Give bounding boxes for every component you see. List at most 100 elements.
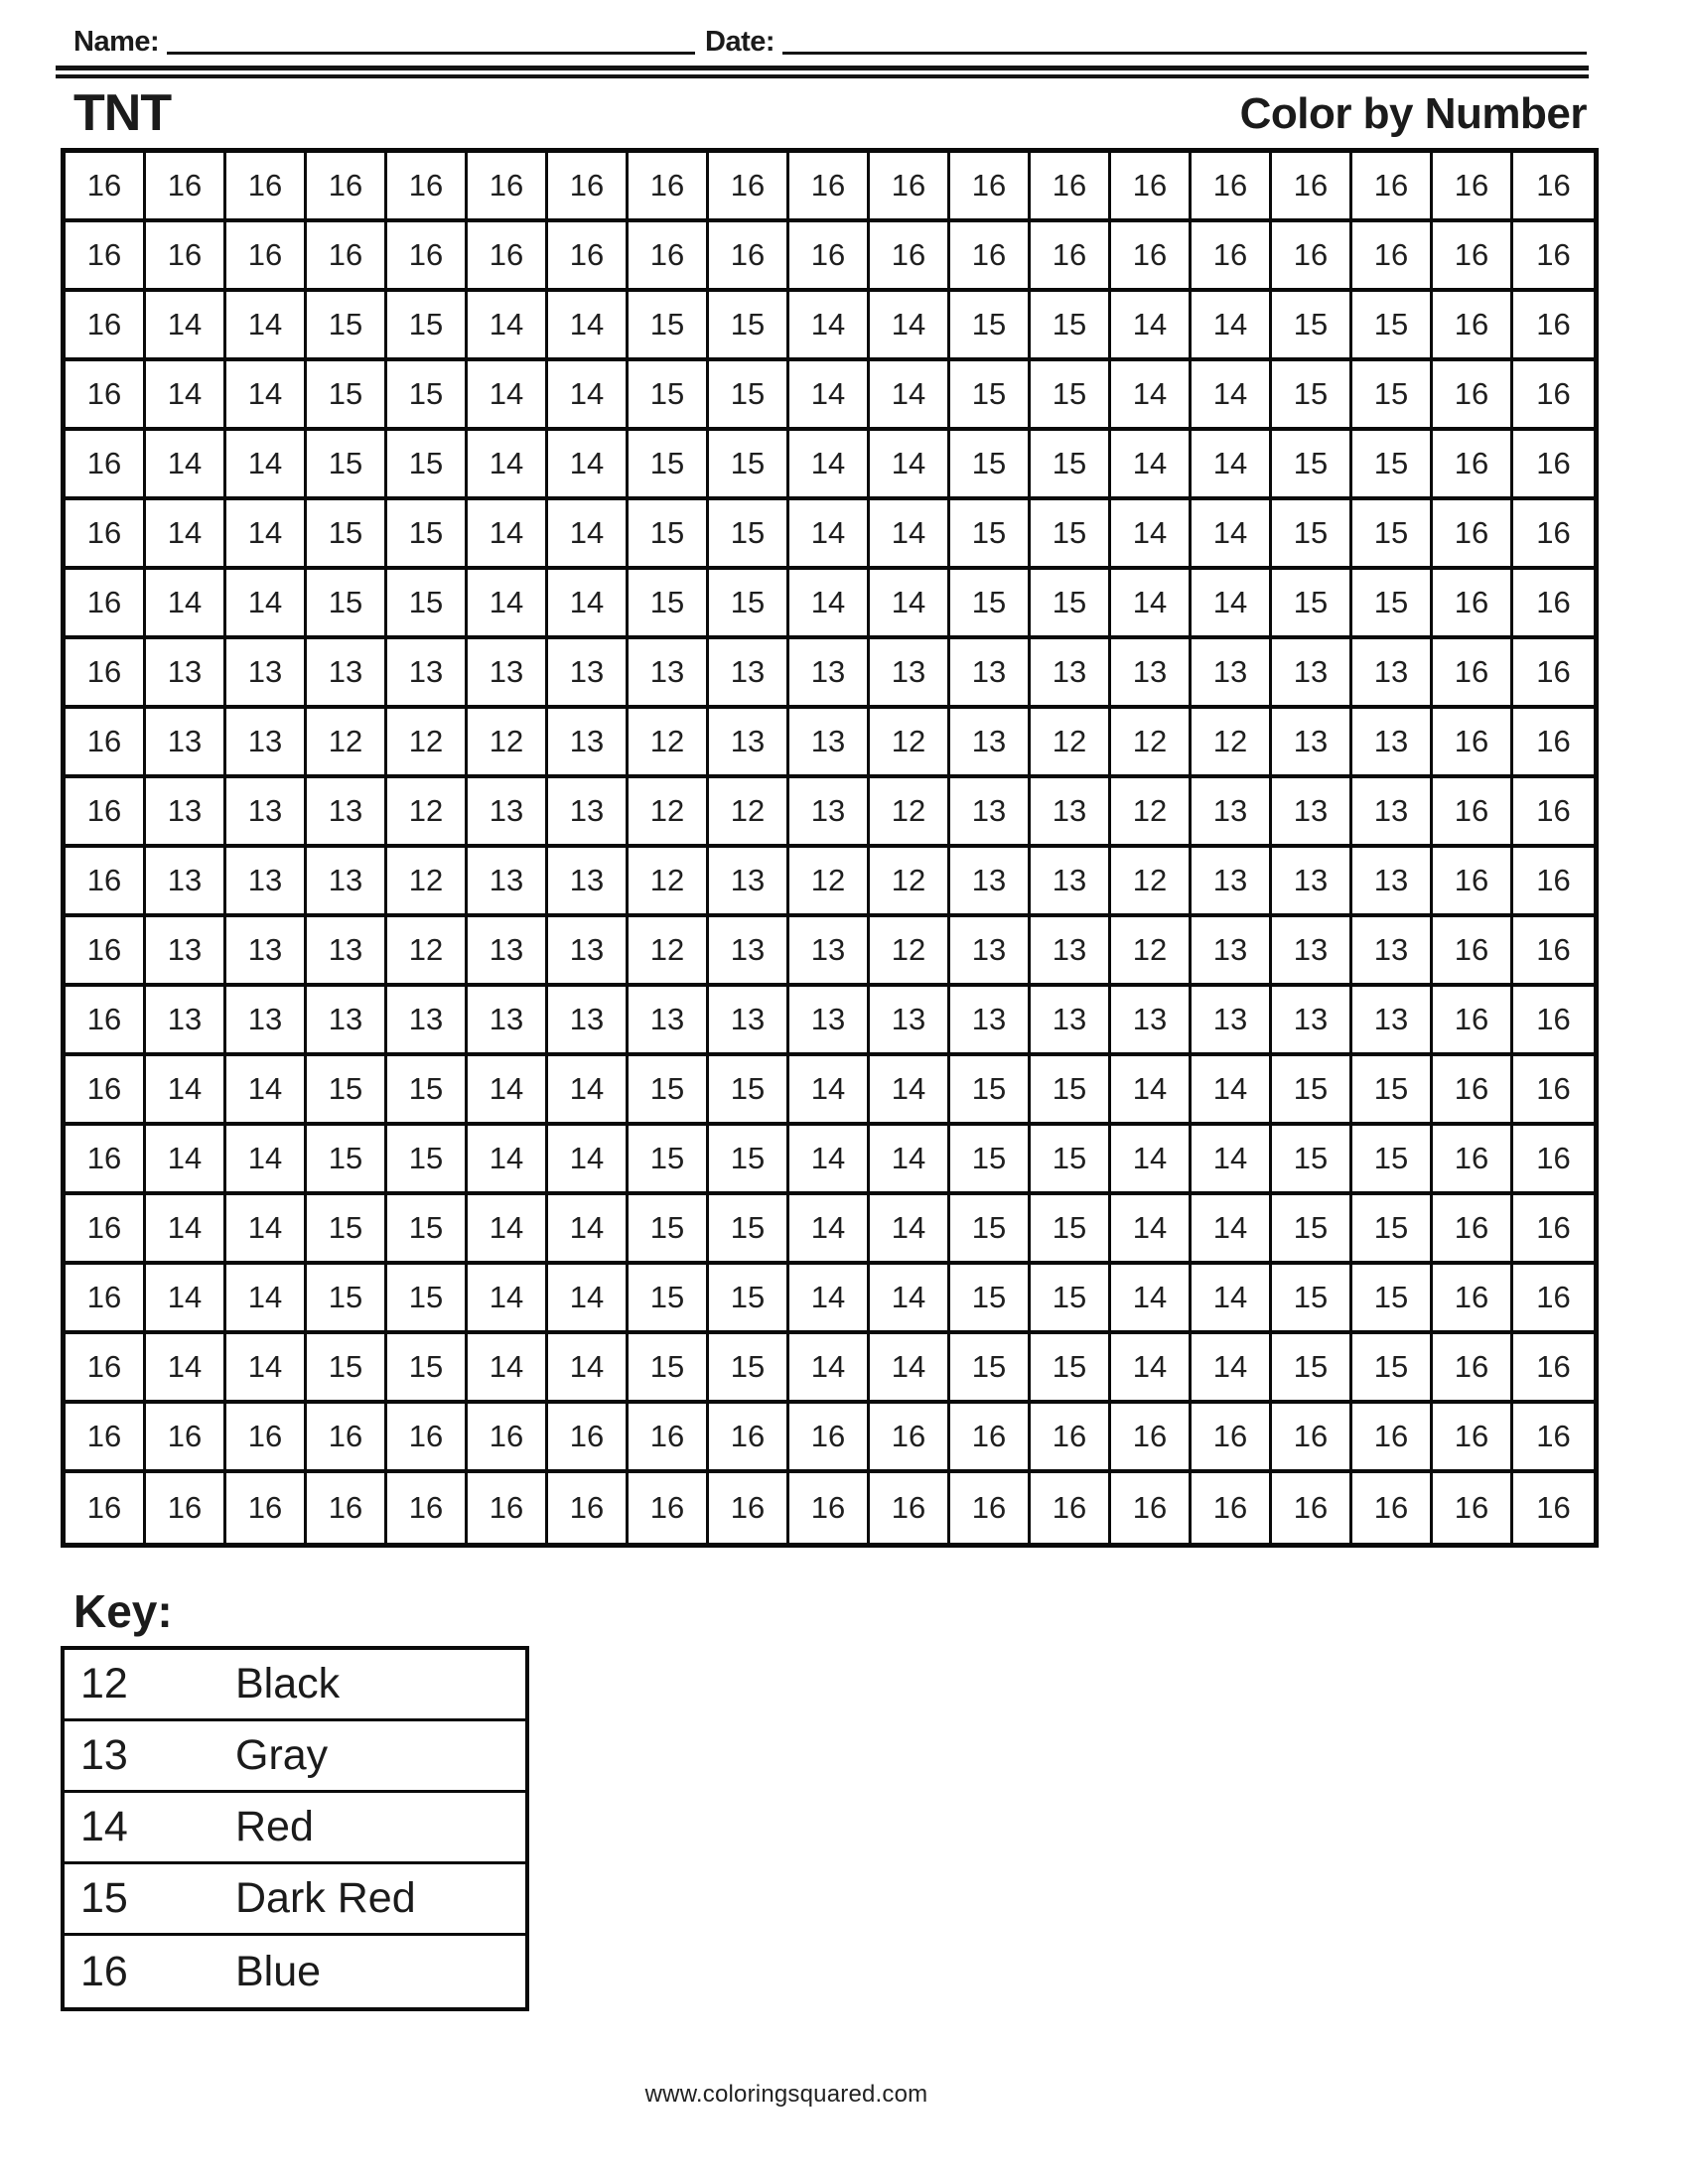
- grid-cell: 14: [870, 1056, 950, 1126]
- grid-cell: 13: [1031, 987, 1111, 1056]
- key-table: 12 Black 13 Gray 14 Red 15 Dark Red 16 Blue: [61, 1646, 529, 2011]
- grid-cell: 14: [548, 570, 629, 639]
- grid-cell: 16: [1352, 1473, 1433, 1543]
- grid-cell: 13: [1272, 639, 1352, 709]
- grid-cell: 13: [226, 848, 307, 917]
- grid-cell: 12: [468, 709, 548, 778]
- grid-cell: 16: [1536, 1490, 1571, 1525]
- grid-cell: 14: [1192, 500, 1272, 570]
- grid-cell: 15: [629, 431, 709, 500]
- grid-cell: 16: [66, 1056, 146, 1126]
- grid-cell: 12: [870, 848, 950, 917]
- grid-cell: 13: [870, 987, 950, 1056]
- grid-cell: 14: [1192, 431, 1272, 500]
- grid-cell: 13: [1192, 639, 1272, 709]
- grid-cell: 16: [1111, 222, 1192, 292]
- grid-cell: 14: [146, 1126, 226, 1195]
- grid-cell: 16: [387, 1404, 468, 1473]
- grid-cell: 13: [548, 848, 629, 917]
- grid-cell: 14: [789, 1265, 870, 1334]
- footer-url: www.coloringsquared.com: [644, 2081, 928, 2108]
- grid-cell: 16: [1433, 361, 1513, 431]
- grid-cell: 13: [307, 778, 387, 848]
- grid-cell: 15: [629, 570, 709, 639]
- grid-cell: 14: [789, 361, 870, 431]
- grid-cell: 13: [789, 778, 870, 848]
- grid-cell: 13: [870, 639, 950, 709]
- grid-cell: 16: [870, 222, 950, 292]
- grid-cell: 13: [1111, 639, 1192, 709]
- grid-cell: 15: [1031, 1334, 1111, 1404]
- grid-cell: 12: [1031, 709, 1111, 778]
- grid-cell: 15: [709, 500, 789, 570]
- grid-cell: 14: [226, 1126, 307, 1195]
- grid-cell: 14: [468, 1126, 548, 1195]
- grid-cell: 14: [1111, 1265, 1192, 1334]
- grid-cell: 14: [146, 570, 226, 639]
- grid-cell: 13: [387, 987, 468, 1056]
- grid-cell: 15: [307, 1265, 387, 1334]
- grid-cell: 13: [1352, 987, 1433, 1056]
- grid-cell: 16: [1433, 500, 1513, 570]
- grid-cell: 14: [146, 431, 226, 500]
- grid-cell: 15: [1352, 500, 1433, 570]
- grid-cell: 14: [548, 1195, 629, 1265]
- grid-cell: 16: [789, 1404, 870, 1473]
- grid-cell: 16: [226, 153, 307, 222]
- grid-cell: 15: [629, 1334, 709, 1404]
- grid-cell: 15: [950, 500, 1031, 570]
- grid-cell: 16: [66, 778, 146, 848]
- grid-cell: 16: [789, 1473, 870, 1543]
- grid-cell: 16: [1192, 1404, 1272, 1473]
- grid-cell: 15: [709, 1126, 789, 1195]
- grid-cell: 16: [1433, 1056, 1513, 1126]
- grid-cell: 13: [1272, 987, 1352, 1056]
- grid-cell: 16: [548, 1404, 629, 1473]
- grid-cell: 16: [1513, 361, 1594, 431]
- grid-cell: 14: [1192, 1265, 1272, 1334]
- grid-cell: 13: [789, 639, 870, 709]
- grid-cell: 15: [1272, 431, 1352, 500]
- grid-cell: 12: [387, 709, 468, 778]
- grid-cell: 13: [226, 917, 307, 987]
- grid-cell: 13: [709, 848, 789, 917]
- grid-cell: 16: [387, 153, 468, 222]
- grid-cell: 16: [1031, 1473, 1111, 1543]
- grid-cell: 16: [1433, 778, 1513, 848]
- grid-cell: 16: [66, 1126, 146, 1195]
- grid-cell: 16: [1192, 1473, 1272, 1543]
- grid-cell: 13: [1352, 917, 1433, 987]
- grid-cell: 15: [1031, 1195, 1111, 1265]
- grid-cell: 13: [629, 639, 709, 709]
- grid-cell: 16: [146, 1404, 226, 1473]
- grid-cell: 16: [468, 1404, 548, 1473]
- grid-cell: 13: [709, 917, 789, 987]
- grid-cell: 15: [709, 1195, 789, 1265]
- grid-cell: 15: [387, 1126, 468, 1195]
- grid-cell: 15: [950, 1126, 1031, 1195]
- grid-cell: 13: [1272, 848, 1352, 917]
- grid-cell: 13: [709, 709, 789, 778]
- grid-cell: 16: [1031, 1404, 1111, 1473]
- grid-cell: 12: [1111, 848, 1192, 917]
- grid-cell: 14: [468, 431, 548, 500]
- grid-cell: 13: [709, 639, 789, 709]
- grid-cell: 14: [468, 1334, 548, 1404]
- grid-cell: 13: [226, 987, 307, 1056]
- grid-cell: 15: [1031, 361, 1111, 431]
- grid-cell: 16: [1513, 917, 1594, 987]
- grid-cell: 16: [1433, 1126, 1513, 1195]
- grid-cell: 15: [709, 431, 789, 500]
- grid-cell: 12: [629, 848, 709, 917]
- grid-cell: 14: [468, 1195, 548, 1265]
- grid-cell: 14: [146, 361, 226, 431]
- grid-cell: 12: [1111, 778, 1192, 848]
- grid-cell: 16: [1352, 1404, 1433, 1473]
- grid-cell: 15: [950, 1334, 1031, 1404]
- grid-cell: 15: [1352, 361, 1433, 431]
- grid-cell: 16: [387, 222, 468, 292]
- grid-cell: 13: [548, 917, 629, 987]
- grid-cell: 16: [66, 1404, 146, 1473]
- grid-cell: 13: [1192, 778, 1272, 848]
- grid-cell: 16: [1513, 709, 1594, 778]
